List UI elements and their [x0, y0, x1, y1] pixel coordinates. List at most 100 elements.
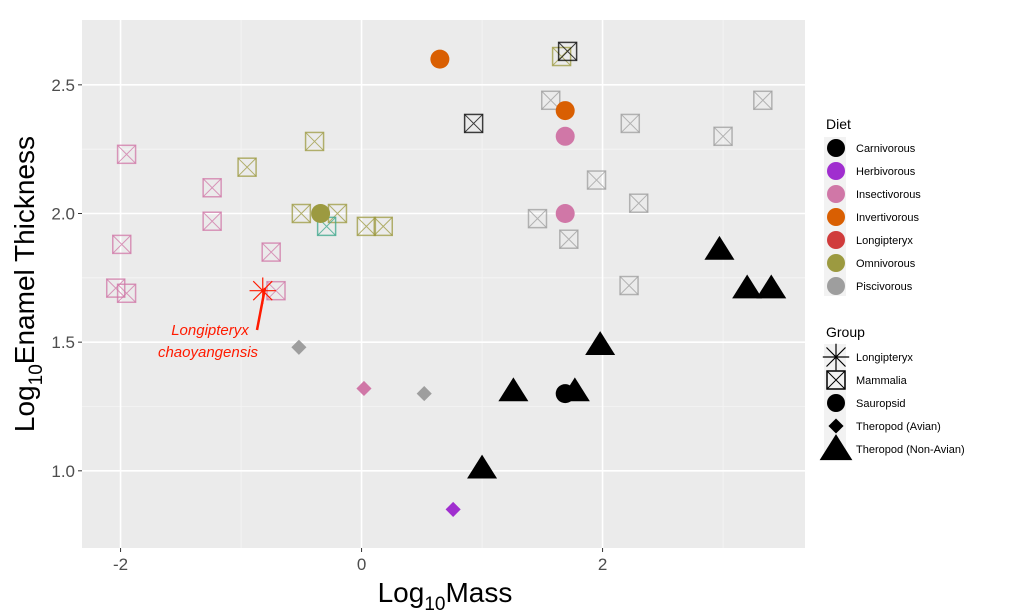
data-point-sauropsid [311, 203, 331, 223]
data-point-mammalia [105, 278, 126, 298]
data-point-mammalia [202, 178, 222, 198]
data-point-mammalia [619, 275, 639, 296]
data-point-mammalia [356, 216, 377, 237]
box [237, 157, 257, 177]
triangle [559, 377, 590, 402]
box-cross [528, 209, 547, 228]
box-cross [559, 229, 579, 249]
x-tick-label: 2 [598, 555, 607, 574]
box-cross [357, 217, 376, 236]
box [112, 234, 132, 255]
legend-diet-label: Herbivorous [856, 166, 916, 178]
data-point-mammalia [753, 90, 773, 111]
y-tick-label: 2.5 [51, 76, 75, 95]
data-point-mammalia [628, 193, 649, 213]
diamond [445, 501, 461, 517]
box [463, 113, 484, 134]
legend-group-key-circle-icon [827, 394, 845, 412]
box-cross [117, 144, 136, 164]
box-cross [328, 204, 347, 223]
legend-diet-key-piscivorous [827, 277, 845, 295]
triangle [467, 454, 498, 479]
asterisk [822, 343, 850, 371]
legend-group-key-asterisk-icon [822, 343, 850, 371]
circle [555, 101, 575, 121]
circle [555, 126, 575, 146]
y-axis-title: Log10Enamel Thickness [9, 136, 47, 432]
legend-diet: Diet Carnivorous Herbivorous Insectivorous… [824, 116, 921, 296]
box [557, 41, 578, 62]
x-tick-label: -2 [113, 555, 128, 574]
data-point-theropod-non-avian [559, 377, 590, 402]
data-point-mammalia [557, 41, 578, 62]
data-point-mammalia [116, 144, 137, 165]
data-point-mammalia [713, 126, 733, 147]
box-cross [620, 114, 640, 133]
data-point-mammalia [373, 216, 393, 237]
data-point-mammalia [463, 113, 484, 134]
box [620, 113, 641, 134]
legend-diet-label: Carnivorous [856, 143, 916, 155]
legend-group-label: Theropod (Avian) [856, 421, 941, 433]
box [619, 275, 639, 296]
asterisk [249, 277, 276, 304]
legend-group-label: Sauropsid [856, 398, 906, 410]
box [116, 144, 137, 165]
legend-group-key-triangle-icon [819, 434, 853, 461]
triangle [756, 274, 787, 299]
box [291, 203, 312, 224]
box-cross [266, 281, 286, 301]
data-point-theropod-non-avian [585, 331, 616, 355]
legend-group: Group Longipteryx Mammalia Sauropsid Therop… [819, 324, 965, 461]
legend-diet-key-omnivorous [827, 254, 845, 272]
legend-diet-key-herbivorous [827, 162, 845, 180]
box [527, 208, 548, 229]
box [116, 283, 137, 304]
box-cross [106, 278, 126, 298]
circle [555, 203, 575, 223]
x-axis-title: Log10Mass [378, 577, 513, 614]
y-tick-label: 2.0 [51, 204, 75, 223]
box [202, 211, 222, 231]
data-point-mammalia [586, 170, 607, 190]
box-cross [753, 90, 773, 110]
annotation-arrow [255, 287, 267, 331]
legend-diet-key-invertivorous [827, 208, 845, 226]
triangle [585, 331, 616, 355]
box [713, 126, 733, 147]
legend-group-label: Theropod (Non-Avian) [856, 444, 965, 456]
box-cross [558, 42, 577, 61]
legend-group-key-diamond-icon [828, 418, 844, 434]
data-point-mammalia [116, 283, 137, 304]
legend-diet-label: Longipteryx [856, 235, 913, 247]
data-point-mammalia [620, 113, 641, 134]
circle [430, 49, 450, 69]
box [373, 216, 393, 237]
data-point-theropod-avian [291, 339, 307, 355]
annotation-line-2: chaoyangensis [158, 344, 259, 361]
box-cross [291, 204, 311, 223]
data-point-theropod-non-avian [756, 274, 787, 299]
box-cross [619, 276, 639, 295]
data-point-theropod-non-avian [732, 274, 763, 299]
diamond [828, 418, 844, 434]
box-cross [202, 211, 222, 231]
annotation: Longipteryx chaoyangensis [158, 287, 267, 361]
box-cross [202, 178, 222, 198]
box [551, 46, 572, 67]
data-point-theropod-non-avian [467, 454, 498, 479]
box [826, 370, 846, 390]
data-point-mammalia [202, 211, 222, 231]
legend-diet-key-carnivorous [827, 139, 845, 157]
box [356, 216, 377, 237]
box-cross [261, 242, 281, 262]
box-cross [713, 126, 733, 146]
legend-diet-title: Diet [826, 116, 851, 132]
y-tick-label: 1.5 [51, 333, 75, 352]
triangle [498, 377, 529, 402]
data-point-mammalia [237, 157, 257, 177]
legend-group-label: Mammalia [856, 375, 908, 387]
box [202, 178, 222, 198]
circle [311, 203, 331, 223]
x-tick-label: 0 [357, 555, 366, 574]
